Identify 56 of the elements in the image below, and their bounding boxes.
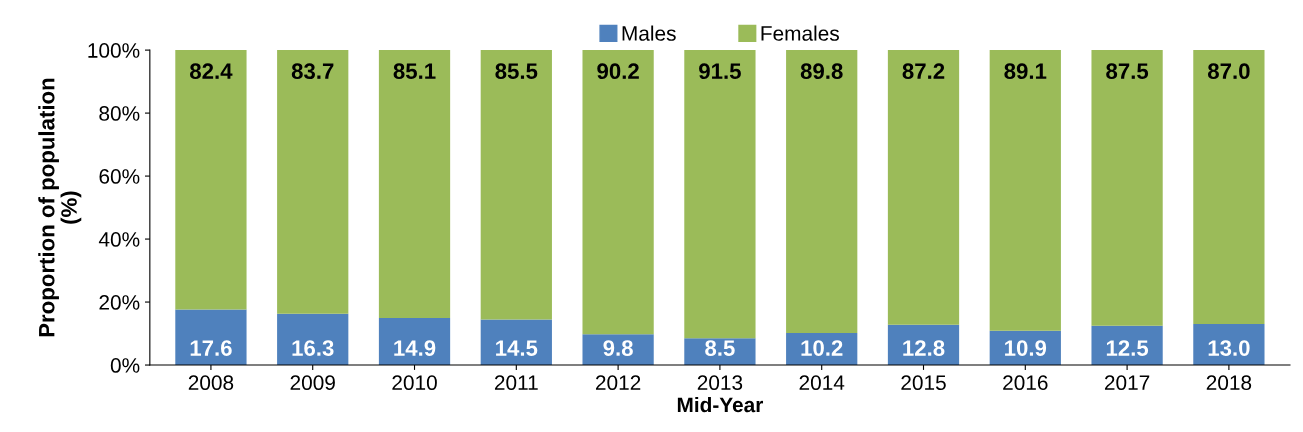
bar — [1193, 50, 1265, 325]
data-label: 82.4 — [190, 63, 233, 80]
y-tick-label: 80% — [99, 106, 140, 121]
data-label: 10.9 — [1005, 340, 1047, 356]
data-label: 8.5 — [705, 340, 735, 356]
x-tick-label: 2011 — [494, 375, 538, 391]
data-label: 14.5 — [496, 340, 538, 356]
y-tick-label: 60% — [99, 169, 140, 184]
data-label: 89.8 — [800, 63, 843, 80]
x-tick-label: 2008 — [188, 375, 234, 391]
data-label: 85.5 — [495, 63, 538, 80]
y-axis-title: Proportion of population (%) — [38, 78, 82, 337]
y-tick-label: 100% — [88, 43, 140, 58]
data-label: 12.5 — [1106, 340, 1149, 356]
data-label: 9.8 — [603, 340, 633, 356]
bar — [1091, 50, 1163, 326]
x-tick-label: 2010 — [392, 375, 437, 391]
bar — [175, 309, 247, 366]
y-tick-label: 0% — [110, 358, 140, 373]
bar — [887, 50, 960, 325]
data-label: 89.1 — [1004, 63, 1047, 80]
data-label: 17.6 — [190, 340, 232, 356]
legend-label: Females — [761, 25, 839, 41]
data-label: 14.9 — [394, 340, 436, 356]
bar — [175, 50, 247, 310]
x-tick-label: 2014 — [799, 375, 845, 391]
x-tick-label: 2015 — [901, 375, 946, 391]
data-label: 13.0 — [1208, 340, 1250, 356]
x-tick-label: 2012 — [595, 375, 641, 391]
data-label: 83.7 — [291, 63, 334, 80]
x-tick-label: 2009 — [290, 375, 335, 391]
bar — [989, 50, 1061, 331]
bar — [786, 50, 858, 333]
x-axis-title: Mid-Year — [677, 396, 764, 413]
x-tick-label: 2016 — [1003, 375, 1048, 391]
bar — [378, 50, 451, 319]
bar — [277, 50, 349, 314]
data-label: 87.5 — [1106, 63, 1149, 80]
y-tick-label: 20% — [99, 295, 140, 310]
data-label: 85.1 — [393, 63, 436, 80]
data-label: 16.3 — [292, 340, 334, 356]
data-label: 87.2 — [902, 63, 945, 80]
x-tick-label: 2013 — [697, 375, 743, 391]
bar — [582, 50, 654, 335]
bar — [480, 319, 552, 366]
legend-label: Males — [622, 25, 676, 41]
bar — [684, 50, 756, 339]
data-label: 12.8 — [903, 340, 945, 356]
x-tick-label: 2017 — [1104, 375, 1150, 391]
data-label: 91.5 — [699, 63, 741, 80]
data-label: 87.0 — [1207, 63, 1250, 80]
x-tick-label: 2018 — [1206, 375, 1252, 391]
data-label: 90.2 — [597, 63, 639, 80]
bar — [480, 50, 552, 320]
data-label: 10.2 — [801, 340, 843, 356]
y-tick-label: 40% — [98, 232, 140, 247]
